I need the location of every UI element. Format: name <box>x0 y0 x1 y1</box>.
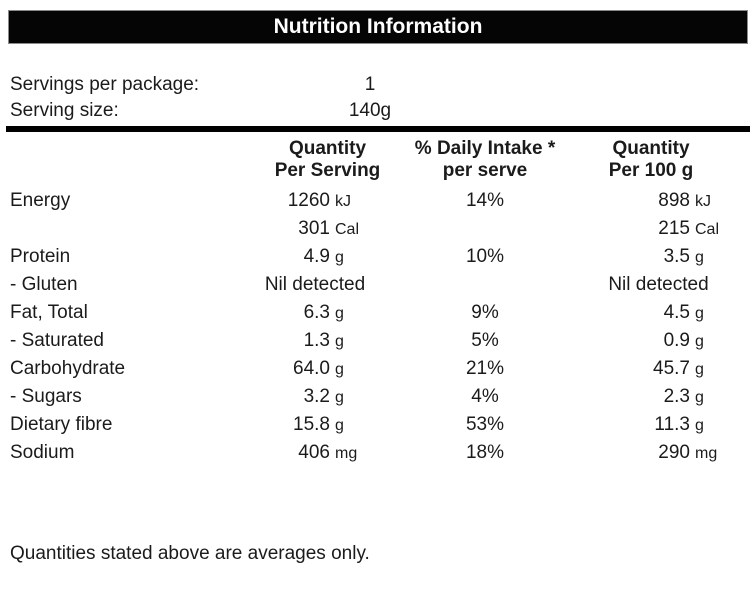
title-bar: Nutrition Information <box>8 10 748 44</box>
qty-per-100g-value: Nil detected <box>608 274 709 295</box>
nutrient-label: - Gluten <box>10 274 78 295</box>
qty-per-100g-value: 0.9 <box>663 330 690 351</box>
table-row-energy: Energy 1260 kJ 14% 898 kJ <box>10 190 752 218</box>
nutrient-label: - Sugars <box>10 386 82 407</box>
qty-per-serving-unit: kJ <box>335 193 351 210</box>
qty-per-100g-value: 290 <box>658 442 690 463</box>
qty-per-serving-unit: Cal <box>335 221 360 238</box>
header-line: % Daily Intake * <box>414 138 556 159</box>
qty-per-serving-unit: g <box>335 361 344 378</box>
header-spacer <box>10 134 245 190</box>
qty-per-100g-value: 898 <box>658 190 690 211</box>
column-header-quantity-per-serving: Quantity Per Serving <box>245 134 385 190</box>
nutrient-label: Sodium <box>10 442 75 463</box>
table-row-protein: Protein 4.9 g 10% 3.5 g <box>10 246 752 274</box>
qty-per-serving-value: 1260 <box>287 190 330 211</box>
column-header-quantity-per-100g: Quantity Per 100 g <box>585 134 752 190</box>
qty-per-100g-unit: g <box>695 417 704 434</box>
header-divider-rule <box>6 126 750 132</box>
qty-per-100g-unit: g <box>695 333 704 350</box>
qty-per-100g-value: 215 <box>658 218 690 239</box>
qty-per-100g-unit: mg <box>695 445 718 462</box>
qty-per-serving-value: 3.2 <box>303 386 330 407</box>
serving-size-value: 140g <box>348 100 392 121</box>
qty-per-serving-unit: g <box>335 249 344 266</box>
qty-per-100g-value: 11.3 <box>654 414 690 435</box>
serving-size-label: Serving size: <box>10 100 119 121</box>
daily-intake-value: 5% <box>471 330 499 351</box>
daily-intake-value: 4% <box>471 386 499 407</box>
qty-per-100g-unit: g <box>695 389 704 406</box>
qty-per-serving-value: 15.8 <box>293 414 330 435</box>
qty-per-100g-value: 3.5 <box>663 246 690 267</box>
qty-per-100g-unit: Cal <box>695 221 720 238</box>
qty-per-100g-unit: g <box>695 305 704 322</box>
qty-per-serving-value: Nil detected <box>264 274 366 295</box>
servings-per-package-value: 1 <box>364 74 376 95</box>
table-row-energy-cal: 301 Cal 215 Cal <box>10 218 752 246</box>
qty-per-100g-value: 4.5 <box>663 302 690 323</box>
qty-per-serving-unit: g <box>335 417 344 434</box>
qty-per-serving-value: 301 <box>298 218 330 239</box>
header-line: Quantity <box>288 138 367 159</box>
qty-per-serving-value: 406 <box>298 442 330 463</box>
averages-disclaimer: Quantities stated above are averages onl… <box>10 543 370 564</box>
serving-info-section: Servings per package: 1 Serving size: 14… <box>10 74 756 126</box>
serving-size-row: Serving size: 140g <box>10 100 756 126</box>
nutrient-label: - Saturated <box>10 330 104 351</box>
table-row-gluten: - Gluten Nil detected Nil detected <box>10 274 752 302</box>
qty-per-serving-value: 1.3 <box>303 330 330 351</box>
nutrient-label: Carbohydrate <box>10 358 126 379</box>
table-row-sugars: - Sugars 3.2 g 4% 2.3 g <box>10 386 752 414</box>
table-row-dietary-fibre: Dietary fibre 15.8 g 53% 11.3 g <box>10 414 752 442</box>
daily-intake-value <box>385 218 585 246</box>
nutrient-label: Protein <box>10 246 71 267</box>
daily-intake-value: 10% <box>465 246 505 267</box>
table-row-carbohydrate: Carbohydrate 64.0 g 21% 45.7 g <box>10 358 752 386</box>
column-header-daily-intake: % Daily Intake * per serve <box>385 134 585 190</box>
daily-intake-value: 53% <box>465 414 505 435</box>
qty-per-100g-unit: kJ <box>695 193 711 210</box>
daily-intake-value: 18% <box>465 442 505 463</box>
servings-per-package-row: Servings per package: 1 <box>10 74 756 100</box>
header-line: Quantity <box>612 138 690 159</box>
qty-per-100g-value: 2.3 <box>663 386 690 407</box>
qty-per-serving-value: 64.0 <box>293 358 330 379</box>
nutrient-label: Energy <box>10 190 71 211</box>
qty-per-serving-unit: g <box>335 333 344 350</box>
daily-intake-value <box>385 274 585 302</box>
servings-per-package-label: Servings per package: <box>10 74 200 95</box>
qty-per-100g-unit: g <box>695 249 704 266</box>
qty-per-serving-unit: g <box>335 305 344 322</box>
qty-per-serving-unit: g <box>335 389 344 406</box>
qty-per-100g-value: 45.7 <box>653 358 690 379</box>
daily-intake-value: 14% <box>465 190 505 211</box>
qty-per-serving-unit: mg <box>335 445 358 462</box>
page-title: Nutrition Information <box>273 15 483 38</box>
qty-per-serving-value: 6.3 <box>303 302 330 323</box>
header-line: Per 100 g <box>608 160 694 181</box>
qty-per-serving-value: 4.9 <box>303 246 330 267</box>
table-header-row: Quantity Per Serving % Daily Intake * pe… <box>10 134 752 190</box>
header-line: Per Serving <box>274 160 381 181</box>
header-line: per serve <box>442 160 528 181</box>
nutrition-table: Quantity Per Serving % Daily Intake * pe… <box>10 134 752 470</box>
table-row-saturated: - Saturated 1.3 g 5% 0.9 g <box>10 330 752 358</box>
qty-per-100g-unit: g <box>695 361 704 378</box>
table-row-fat-total: Fat, Total 6.3 g 9% 4.5 g <box>10 302 752 330</box>
nutrient-label <box>10 218 245 246</box>
table-row-sodium: Sodium 406 mg 18% 290 mg <box>10 442 752 470</box>
daily-intake-value: 21% <box>465 358 505 379</box>
daily-intake-value: 9% <box>471 302 499 323</box>
nutrient-label: Dietary fibre <box>10 414 113 435</box>
nutrient-label: Fat, Total <box>10 302 88 323</box>
